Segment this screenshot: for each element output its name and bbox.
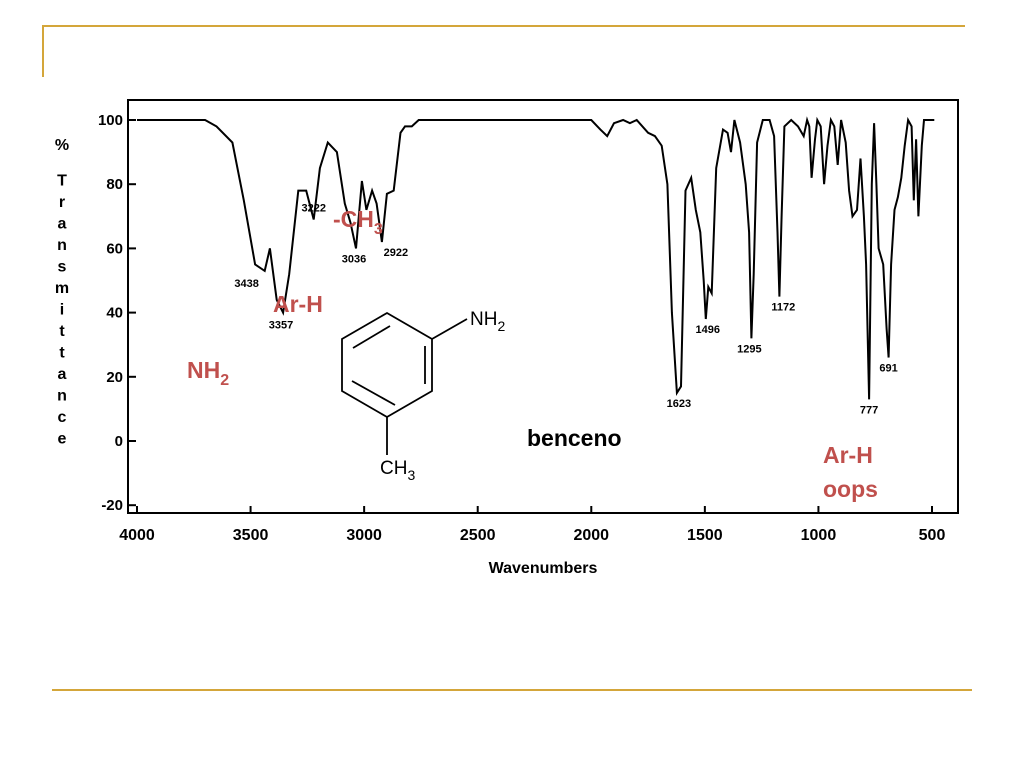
peak-labels: 3438 3357 3222 3036 2922 1623 1496 1295 1172 777 6… [234,203,897,417]
y-axis: 100 80 60 40 20 0 -20 [98,112,136,514]
annotation-ch3: -CH3 [333,206,383,238]
y-tick-label: 60 [106,240,123,257]
peak-label: 3357 [269,320,293,332]
ring-double-bond-2 [351,380,396,406]
peak-label: 1172 [771,302,795,314]
y-tick-label: -20 [101,497,123,514]
annotation-nh2: NH2 [187,357,229,389]
y-axis-title-char: T [57,173,67,190]
y-axis-title-char: a [58,216,67,233]
peak-label: 2922 [384,247,408,259]
y-axis-title-char: t [59,323,65,340]
peak-label: 691 [879,363,897,375]
y-axis-title-char: a [58,366,67,383]
peak-label: 3438 [234,278,258,290]
peak-label: 1295 [737,343,761,355]
molecule-ch3-label: CH3 [380,458,415,483]
molecule-nh2-label: NH2 [470,309,505,334]
y-axis-title-char: e [58,431,67,448]
y-axis-title-char: % [55,137,69,154]
y-tick-label: 20 [106,369,123,386]
y-tick-label: 40 [106,305,123,322]
y-axis-title-char: t [59,345,65,362]
x-tick-label: 500 [919,527,946,544]
peak-label: 1496 [696,324,720,336]
x-tick-label: 4000 [119,527,155,544]
annotation-benceno: benceno [527,425,622,451]
x-tick-label: 2000 [573,527,609,544]
y-tick-label: 80 [106,176,123,193]
x-tick-label: 3500 [233,527,269,544]
x-tick-label: 1500 [687,527,723,544]
y-tick-label: 100 [98,112,123,129]
bond-to-nh2 [431,318,468,340]
spectrum-series-line [137,116,935,400]
y-axis-title-char: s [58,259,67,276]
bottom-rule [52,689,972,691]
y-axis-title-char: n [57,237,67,254]
ir-spectrum-chart: 100 80 60 40 20 0 -20 4000 3500 3000 2500 2000 1500… [55,99,959,577]
peak-label: 777 [860,404,878,416]
x-axis: 4000 3500 3000 2500 2000 1500 1000 500 [119,506,945,544]
annotation-ar-h-oops-line1: Ar-H [823,442,873,468]
plot-frame [127,99,959,514]
y-axis-title-char: n [57,388,67,405]
peak-label: 1623 [667,398,691,410]
annotation-ar-h-oops-line2: oops [823,476,878,502]
x-tick-label: 3000 [346,527,382,544]
y-axis-title-char: r [59,194,65,211]
x-axis-title: Wavenumbers [489,560,598,577]
ring-double-bond-3 [352,325,391,349]
x-tick-label: 2500 [460,527,496,544]
top-rule [42,25,965,77]
y-axis-title-char: c [58,409,67,426]
y-axis-title-char: m [55,280,69,297]
y-tick-label: 0 [115,433,123,450]
y-axis-title-char: i [60,302,64,319]
annotation-ar-h: Ar-H [273,291,323,317]
peak-label: 3222 [301,203,325,215]
molecule-structure [341,311,468,455]
peak-label: 3036 [342,253,366,265]
x-tick-label: 1000 [801,527,837,544]
